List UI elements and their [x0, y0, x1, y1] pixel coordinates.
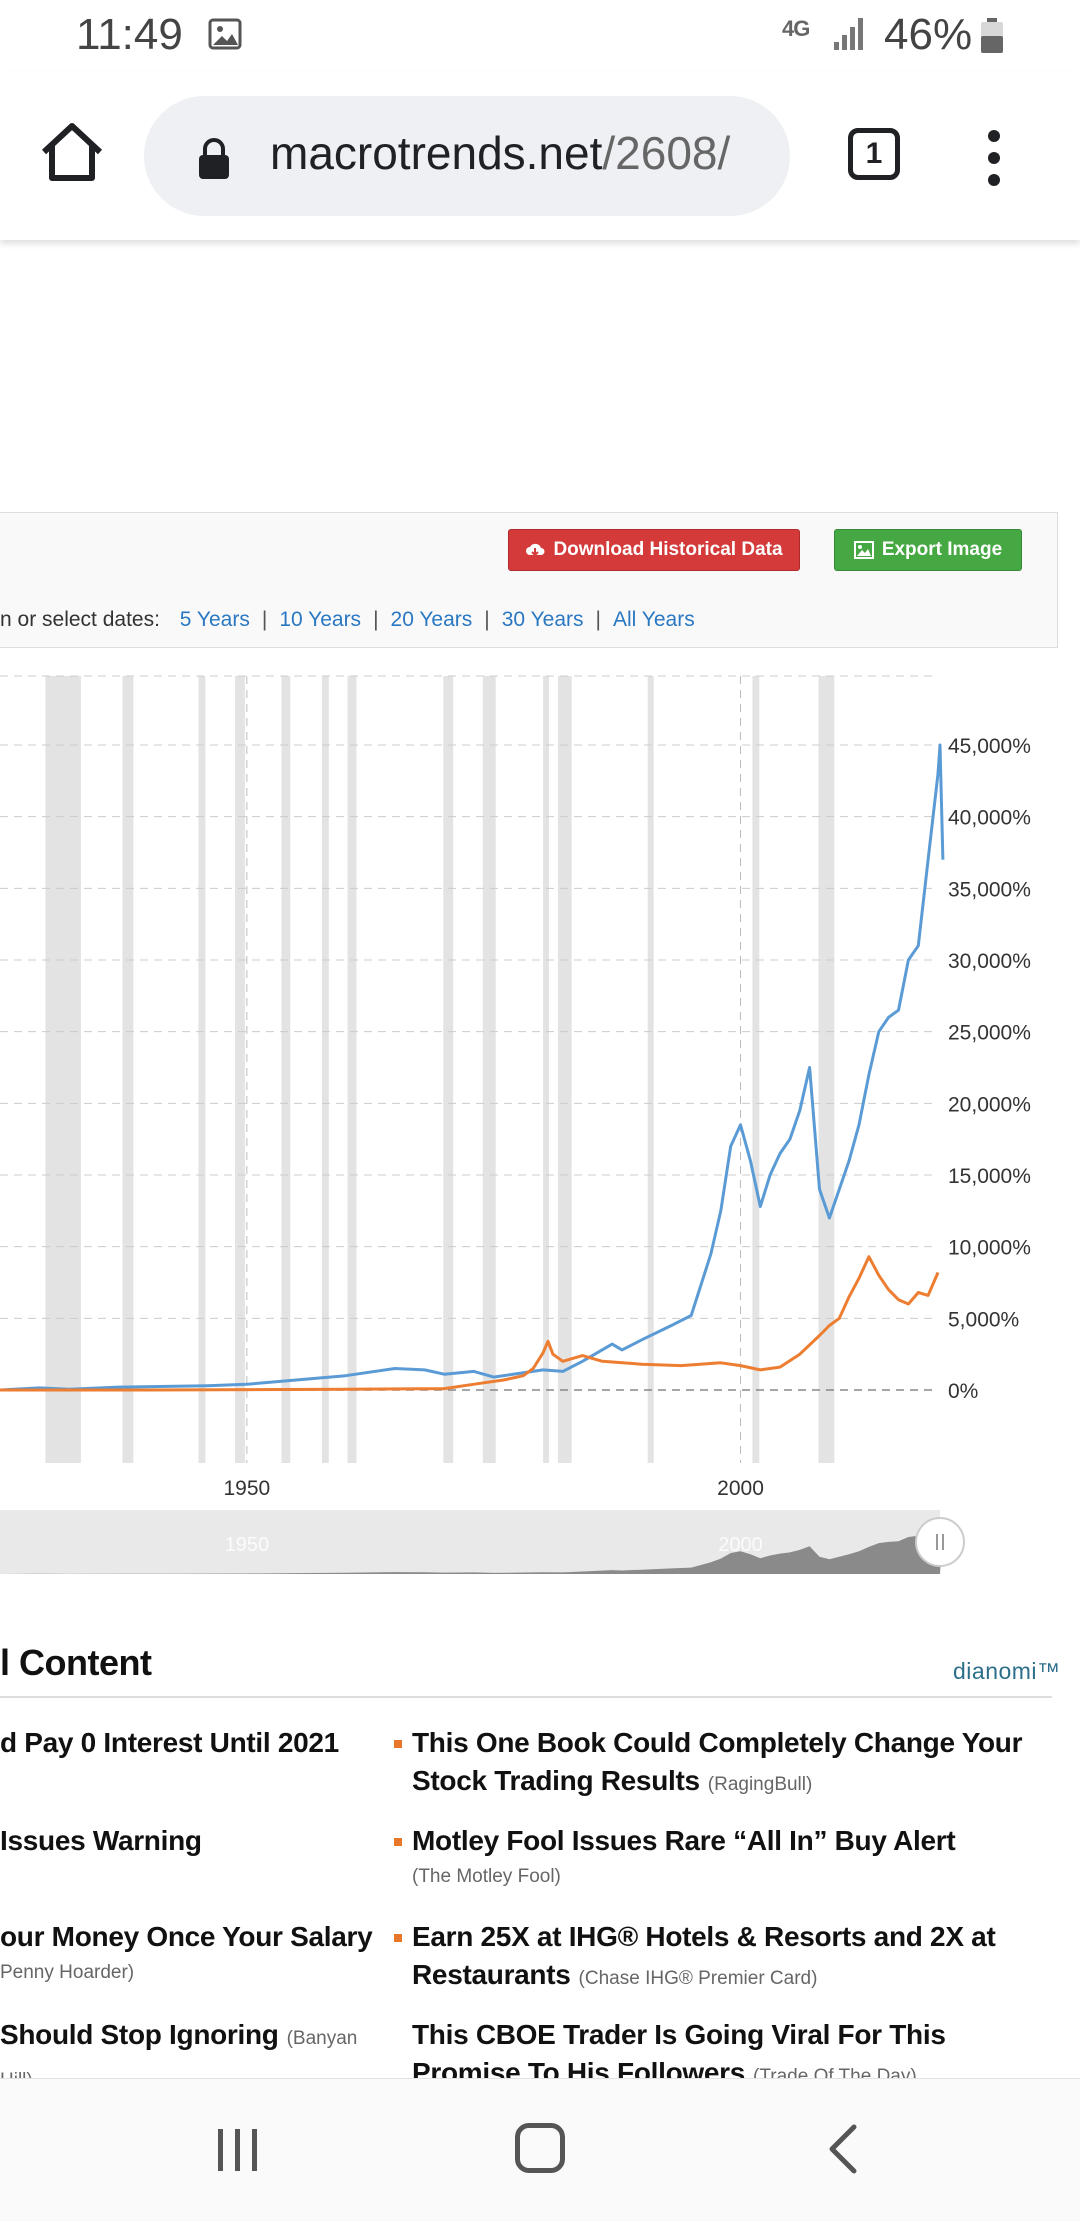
series-lines	[0, 743, 945, 1392]
sponsored-left-2-text: Issues Warning	[0, 1825, 202, 1856]
recession-band	[45, 676, 81, 1463]
navigator-year-label: 2000	[718, 1534, 763, 1556]
date-link-10-years[interactable]: 10 Years	[279, 608, 362, 631]
recession-band	[647, 676, 654, 1463]
navigator-year-label: 1950	[225, 1534, 270, 1556]
x-tick-label: 2000	[717, 1477, 764, 1500]
cloud-download-icon	[526, 543, 545, 557]
grid-lines	[0, 675, 938, 1463]
recession-band	[122, 676, 134, 1463]
sponsored-link-right-3[interactable]: Earn 25X at IHG® Hotels & Resorts and 2X…	[394, 1918, 1052, 1998]
recession-band	[198, 676, 206, 1463]
y-tick-label: 10,000%	[948, 1237, 1031, 1260]
date-link-5-years[interactable]: 5 Years	[179, 608, 250, 631]
recession-band	[321, 676, 329, 1463]
sponsored-link-left-3[interactable]: our Money Once Your Salary	[0, 1918, 380, 1956]
sponsored-title: l Content	[0, 1642, 152, 1683]
y-tick-label: 35,000%	[948, 878, 1031, 901]
y-tick-label: 0%	[948, 1380, 978, 1403]
sponsored-link-right-4[interactable]: This CBOE Trader Is Going Viral For This…	[412, 2016, 1052, 2078]
y-axis-ticks: 0% 5,000% 10,000% 15,000% 20,000% 25,000% 30,0…	[948, 735, 1031, 1403]
recession-band	[818, 676, 835, 1463]
picture-icon	[853, 541, 874, 559]
range-navigator[interactable]: 1950 2000	[0, 1510, 965, 1574]
tab-switcher-button[interactable]: 1	[848, 128, 900, 180]
date-link-30-years[interactable]: 30 Years	[501, 608, 584, 631]
url-path: /2608/	[602, 127, 731, 179]
y-tick-label: 40,000%	[948, 807, 1031, 830]
sponsored-left-3-text: our Money Once Your Salary	[0, 1921, 373, 1952]
sponsored-left-1-text: d Pay 0 Interest Until 2021	[0, 1727, 339, 1758]
recession-band	[752, 676, 760, 1463]
lock-icon	[199, 138, 229, 179]
export-label: Export Image	[881, 539, 1003, 560]
sponsored-right-1-text: This One Book Could Completely Change Yo…	[412, 1727, 1023, 1796]
sponsored-link-right-2[interactable]: Motley Fool Issues Rare “All In” Buy Ale…	[394, 1822, 1052, 1860]
recession-band	[234, 676, 245, 1463]
battery-icon	[981, 18, 1003, 53]
recent-apps-icon[interactable]	[214, 2127, 262, 2173]
dianomi-logo[interactable]: dianomi™	[953, 1658, 1061, 1684]
series-line-2	[0, 1255, 940, 1392]
home-nav-icon[interactable]	[515, 2123, 565, 2173]
y-tick-label: 15,000%	[948, 1165, 1031, 1188]
sponsored-divider	[0, 1696, 1052, 1698]
battery-percent: 46%	[884, 10, 973, 59]
sponsored-left-4-text: Should Stop Ignoring	[0, 2019, 279, 2050]
date-link-all-years[interactable]: All Years	[612, 608, 695, 631]
sponsored-right-3-text: Earn 25X at IHG® Hotels & Resorts and 2X…	[412, 1921, 996, 1990]
y-tick-label: 45,000%	[948, 735, 1031, 758]
date-link-20-years[interactable]: 20 Years	[390, 608, 473, 631]
download-label: Download Historical Data	[553, 539, 783, 560]
recession-band	[557, 676, 572, 1463]
status-time: 11:49	[76, 10, 183, 59]
recession-band	[347, 676, 357, 1463]
sponsored-right-4-text: This CBOE Trader Is Going Viral For This…	[412, 2019, 946, 2078]
x-axis-ticks: 1950 2000	[223, 1477, 763, 1500]
system-navigation-bar	[0, 2078, 1080, 2221]
home-icon[interactable]	[36, 116, 108, 188]
sponsored-right-3-source: (Chase IHG® Premier Card)	[578, 1968, 818, 1989]
recession-band	[482, 676, 496, 1463]
sponsored-link-right-1[interactable]: This One Book Could Completely Change Yo…	[394, 1724, 1052, 1804]
signal-strength-icon	[834, 18, 863, 50]
y-tick-label: 20,000%	[948, 1093, 1031, 1116]
image-notification-icon	[208, 18, 242, 50]
y-tick-label: 25,000%	[948, 1022, 1031, 1045]
network-type: 4G	[782, 16, 810, 41]
sponsored-link-left-2[interactable]: Issues Warning	[0, 1822, 380, 1860]
status-bar: 11:49 4G 46%	[0, 0, 1080, 72]
url-text: macrotrends.net/2608/	[270, 126, 730, 180]
sponsored-right-2-source: (The Motley Fool)	[412, 1866, 561, 1887]
browser-toolbar: macrotrends.net/2608/ 1	[0, 72, 1080, 240]
sponsored-link-left-1[interactable]: d Pay 0 Interest Until 2021	[0, 1724, 380, 1762]
navigator-handle[interactable]	[915, 1517, 965, 1567]
recession-band	[281, 676, 291, 1463]
url-host: macrotrends.net	[270, 127, 603, 179]
date-range-selector: n or select dates: 5 Years | 10 Years | 20 Y…	[0, 608, 695, 631]
series-line-1	[0, 743, 945, 1392]
x-tick-label: 1950	[223, 1477, 270, 1500]
export-image-button[interactable]: Export Image	[834, 529, 1022, 571]
navigator-area	[0, 1518, 943, 1574]
recession-band	[443, 676, 454, 1463]
download-historical-data-button[interactable]: Download Historical Data	[508, 529, 800, 571]
recession-band	[543, 676, 550, 1463]
address-bar[interactable]: macrotrends.net/2608/	[144, 96, 790, 216]
back-icon[interactable]	[826, 2123, 860, 2175]
date-prefix: n or select dates:	[0, 608, 160, 631]
overflow-menu-icon[interactable]	[982, 130, 1006, 186]
sponsored-right-2-text: Motley Fool Issues Rare “All In” Buy Ale…	[412, 1825, 956, 1856]
sponsored-right-4-source: (Trade Of The Day)	[753, 2066, 917, 2078]
historical-chart[interactable]: 0% 5,000% 10,000% 15,000% 20,000% 25,000% 30,0…	[0, 660, 1080, 1580]
sponsored-left-3-source: Penny Hoarder)	[0, 1962, 135, 1983]
sponsored-right-1-source: (RagingBull)	[707, 1774, 813, 1795]
recession-bands	[45, 676, 835, 1463]
y-tick-label: 30,000%	[948, 950, 1031, 973]
y-tick-label: 5,000%	[948, 1308, 1019, 1331]
